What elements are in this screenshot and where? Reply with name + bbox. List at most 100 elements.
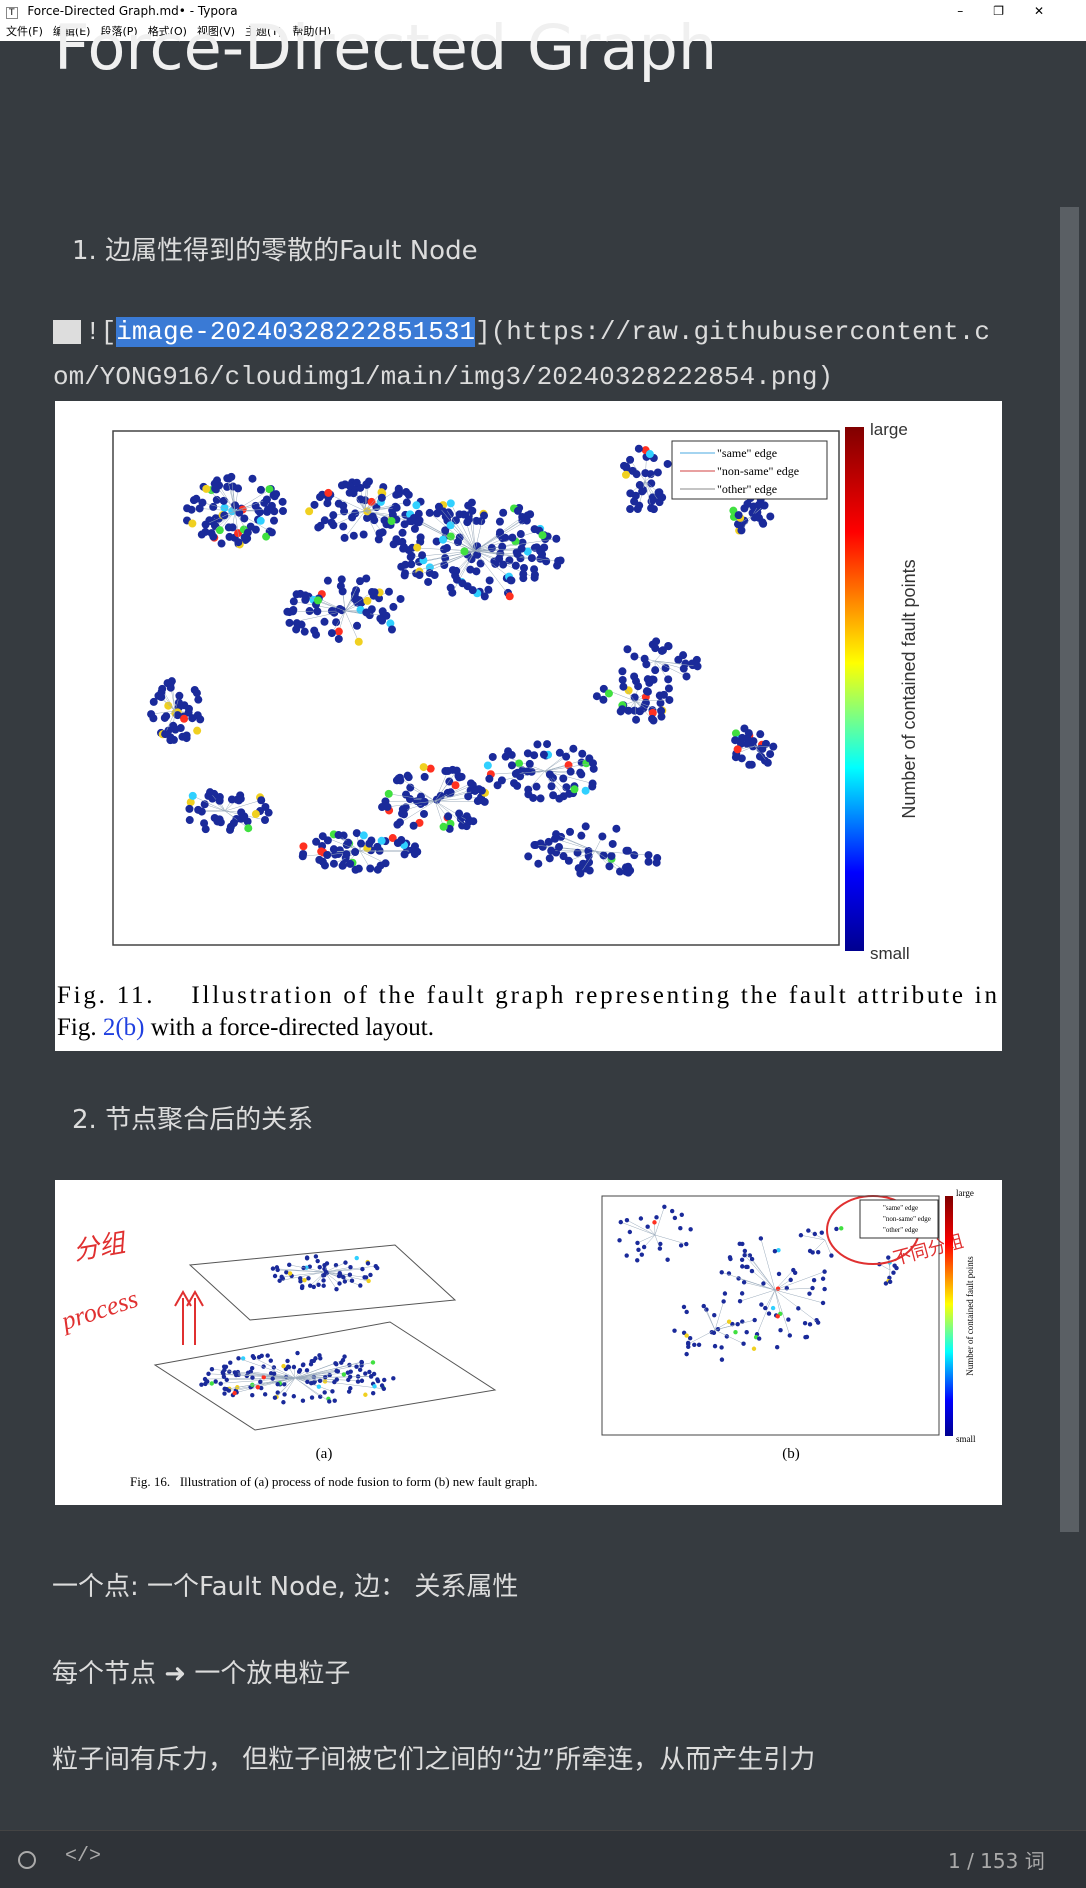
node [653,854,661,862]
node [719,1345,723,1349]
node [752,1318,756,1322]
node [512,770,520,778]
list-item: 2. 节点聚合后的关系 [72,1099,313,1136]
node [234,484,242,492]
legend-label: "same" edge [883,1204,918,1212]
node [292,1365,296,1369]
node [712,1331,716,1335]
node [276,1390,280,1394]
node [486,576,494,584]
node [396,776,404,784]
image-icon [53,320,81,344]
node [679,1243,683,1247]
node [622,463,630,471]
node [320,618,328,626]
node [891,1270,895,1274]
node [224,1387,228,1391]
node [407,553,415,561]
node [357,840,365,848]
node [740,1242,744,1246]
node [639,1216,643,1220]
node [406,517,414,525]
caption-ref[interactable]: 2(b) [103,1014,145,1041]
node [314,596,322,604]
node [636,1248,640,1252]
node [480,512,488,520]
node [808,1322,812,1326]
node [635,1258,639,1262]
node [555,843,563,851]
node [348,1265,352,1269]
node [377,862,385,870]
node [339,502,347,510]
node [536,547,544,555]
node [454,772,462,780]
node [622,471,630,479]
node [180,715,188,723]
node [362,480,370,488]
node [764,759,772,767]
node [371,1391,375,1395]
node [252,810,260,818]
node [435,503,443,511]
panel-label: (b) [782,1446,800,1462]
scrollbar-thumb[interactable] [1060,207,1079,1532]
colorbar [945,1196,953,1436]
node [220,511,228,519]
node [617,1238,621,1242]
node [421,773,429,781]
node [773,1249,777,1253]
node [636,707,644,715]
node [363,1393,367,1397]
node [356,1379,360,1383]
legend-label: "other" edge [717,482,777,496]
node [796,1306,800,1310]
node [530,751,538,759]
node [618,667,626,675]
node [313,607,321,615]
node [378,494,386,502]
node [358,1368,362,1372]
node [712,1313,716,1317]
node [552,830,560,838]
word-count[interactable]: 1 / 153 词 [948,1845,1045,1874]
node [343,1260,347,1264]
node [510,779,518,787]
source-mode-toggle[interactable]: </> [65,1845,101,1868]
heading-text: Force-Directed Graph [54,22,717,86]
node [397,836,405,844]
node [569,745,577,753]
paragraph: 每个节点 ➜ 一个放电粒子 [52,1653,350,1690]
node [185,805,193,813]
node [612,825,620,833]
node [191,686,199,694]
node [225,523,233,531]
node [250,1393,254,1397]
node [360,1379,364,1383]
legend-label: "non-same" edge [717,464,799,478]
node [288,1271,292,1275]
node [202,825,210,833]
node [744,1330,748,1334]
node [279,1275,283,1279]
node [622,868,630,876]
node [209,503,217,511]
window-controls[interactable]: –❐✕ [957,0,1074,22]
node [188,714,196,722]
node [567,768,575,776]
node [643,687,651,695]
node [366,865,374,873]
node [738,1299,742,1303]
node [346,1378,350,1382]
node [368,1273,372,1277]
node [355,1256,359,1260]
node [652,1220,656,1224]
node [786,1317,790,1321]
paragraph: 粒子间有斥力， 但粒子间被它们之间的“边”所牵连，从而产生引力 [52,1739,815,1776]
node [472,567,480,575]
node [298,1276,302,1280]
node [295,1351,299,1355]
image-markdown[interactable]: ![image-20240328222851531](https://raw.g… [53,310,998,400]
outline-toggle[interactable] [18,1851,36,1869]
menu-item[interactable]: 文件(F) [6,22,43,41]
